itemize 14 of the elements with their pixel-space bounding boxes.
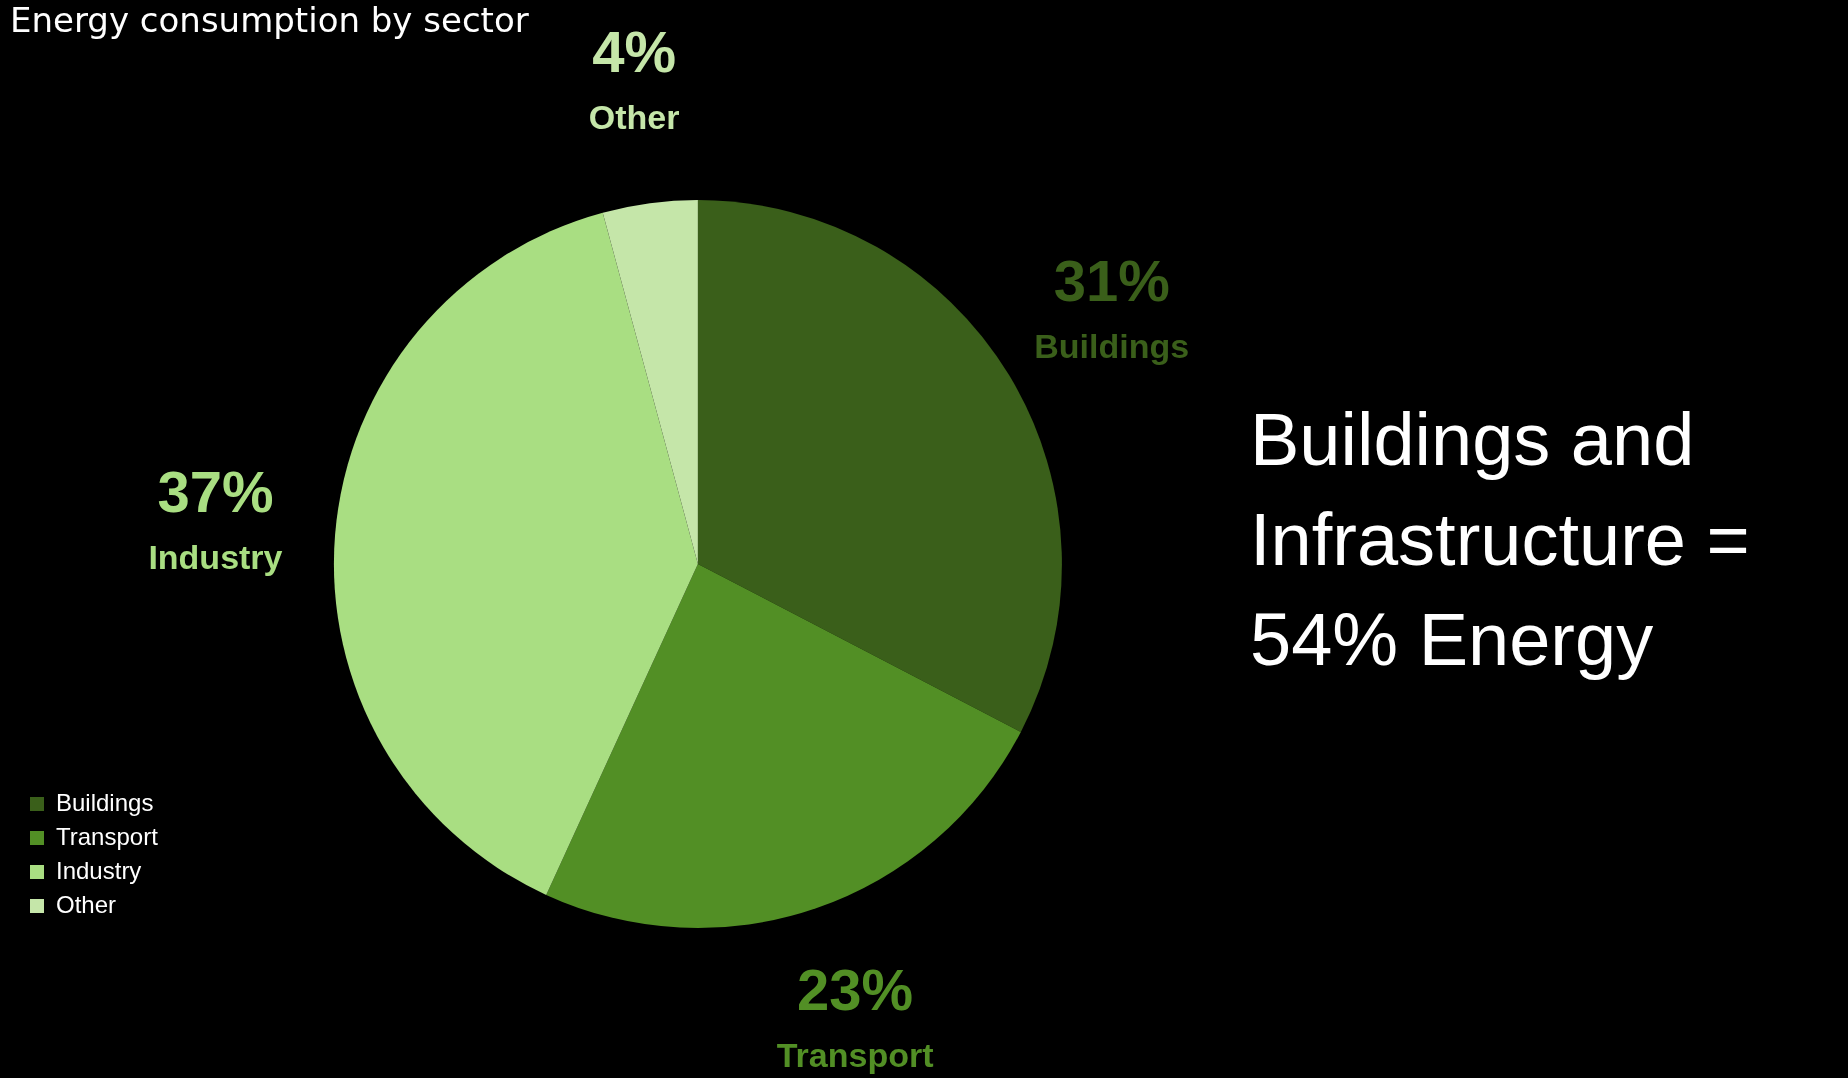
legend-label: Transport [56, 822, 159, 850]
legend-label: Industry [56, 856, 142, 884]
data-label: 31% [1053, 247, 1170, 313]
slice-label: Industry [148, 538, 283, 577]
chart-title: Energy consumption by sector [10, 0, 529, 40]
text: Buildings and Infrastructure = 54% Energy [1250, 397, 1751, 683]
legend-label: Other [56, 890, 117, 918]
slice-label: Other [588, 98, 680, 137]
slice-label: Transport [776, 1036, 934, 1075]
legend-label: Buildings [56, 788, 154, 816]
data-label: 4% [592, 19, 676, 85]
data-label: 23% [797, 956, 914, 1022]
data-label: 37% [157, 459, 274, 525]
slice-label: Buildings [1034, 327, 1190, 366]
